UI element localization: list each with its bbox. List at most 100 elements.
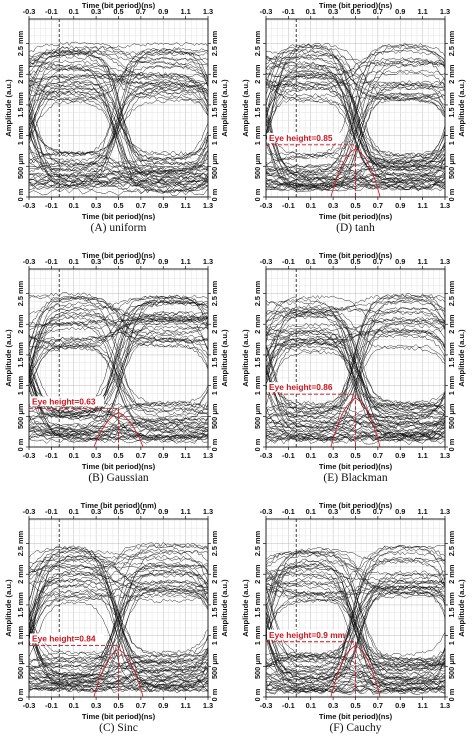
- y-tick-label: 0 m: [16, 188, 25, 201]
- eye-trace: [265, 325, 446, 408]
- y-tick-label-right: 500 μm: [210, 153, 219, 179]
- eye-trace: [265, 293, 446, 429]
- eye-trace: [28, 322, 209, 433]
- y-tick-label-right: 1.5 mm: [210, 342, 219, 368]
- x-tick-label-top: 0.9: [158, 7, 168, 16]
- eye-trace: [265, 80, 446, 169]
- eye-height-label: Eye height=0.9 mm: [269, 630, 345, 640]
- eye-trace: [28, 315, 209, 414]
- x-tick-label: -0.3: [23, 201, 36, 210]
- y-tick-label: 500 μm: [16, 403, 25, 429]
- x-tick-label: 0.9: [395, 201, 405, 210]
- eye-trace: [265, 66, 446, 169]
- eye-trace: [28, 81, 209, 157]
- x-tick-label: 0.5: [350, 201, 360, 210]
- y-tick-label-right: 2 mm: [447, 64, 456, 84]
- eye-trace: [265, 53, 446, 79]
- eye-height-annotation: Eye height=0.84: [29, 633, 144, 698]
- y-axis-title: Amplitude (a.u.): [241, 79, 250, 137]
- eye-trace: [28, 299, 209, 420]
- eye-trace: [28, 295, 209, 364]
- x-tick-label: 1.1: [417, 701, 427, 710]
- x-tick-label-top: 0.9: [395, 7, 405, 16]
- y-tick-label: 2.5 mm: [253, 530, 262, 556]
- eye-trace: [265, 580, 446, 663]
- eye-trace: [28, 49, 209, 170]
- eye-diagram: -0.3 -0.3 -0.1 -0.1 0.1 0.1 0.3 0.3 0.5 0.5 0.7 0.7…: [4, 1, 229, 221]
- eye-trace: [28, 621, 209, 668]
- x-axis-title-top: Time (bit period)(ns): [319, 251, 393, 260]
- eye-trace: [265, 43, 446, 89]
- x-tick-label: 0.1: [69, 201, 79, 210]
- eye-trace: [28, 161, 209, 178]
- eye-trace: [28, 614, 209, 661]
- y-axis-title: Amplitude (a.u.): [241, 579, 250, 637]
- eye-trace: [265, 72, 446, 190]
- x-tick-label: 1.1: [180, 451, 190, 460]
- eye-trace: [265, 310, 446, 409]
- x-tick-label: -0.3: [260, 201, 273, 210]
- eye-trace: [265, 78, 446, 118]
- eye-trace: [28, 547, 209, 620]
- x-tick-label-top: 0.3: [91, 507, 101, 516]
- eye-trace: [265, 424, 446, 435]
- eye-trace: [265, 56, 446, 172]
- x-tick-label-top: 0.7: [373, 7, 383, 16]
- y-axis-title: Amplitude (a.u.): [4, 79, 13, 137]
- x-tick-label-top: 0.3: [328, 257, 338, 266]
- x-tick-label-top: -0.3: [23, 257, 36, 266]
- eye-trace: [265, 565, 446, 666]
- x-tick-label: 0.1: [306, 451, 316, 460]
- eye-trace: [265, 547, 446, 633]
- x-tick-label-top: 0.1: [306, 507, 316, 516]
- x-tick-label: 1.3: [203, 451, 213, 460]
- x-tick-label: -0.1: [282, 201, 295, 210]
- y-axis-title: Amplitude (a.u.): [4, 579, 13, 637]
- eye-trace: [28, 295, 209, 329]
- x-tick-label-top: 0.5: [350, 257, 360, 266]
- eye-trace: [265, 558, 446, 619]
- eye-trace: [265, 551, 446, 600]
- x-tick-label-top: 1.3: [203, 257, 213, 266]
- y-tick-label: 1 mm: [16, 376, 25, 396]
- x-tick-label-top: 0.7: [136, 7, 146, 16]
- eye-height-label-bg: [30, 396, 104, 407]
- eye-trace: [265, 579, 446, 693]
- x-tick-label: 0.1: [69, 451, 79, 460]
- x-axis-title-bottom: Time (bit period)(ns): [319, 212, 393, 221]
- eye-opening-outline: [93, 411, 144, 448]
- x-tick-label-top: 0.5: [350, 7, 360, 16]
- x-tick-label-top: 0.7: [136, 507, 146, 516]
- eye-height-label-bg: [30, 633, 104, 644]
- x-axis-title-bottom: Time (bit period)(ns): [319, 712, 393, 721]
- x-tick-label: -0.1: [282, 701, 295, 710]
- eye-trace: [28, 564, 209, 639]
- eye-diagram: -0.3 -0.3 -0.1 -0.1 0.1 0.1 0.3 0.3 0.5 0.5 0.7 0.7…: [241, 501, 466, 721]
- x-tick-label: 0.1: [69, 701, 79, 710]
- x-tick-label-top: -0.1: [282, 507, 295, 516]
- eye-diagram: -0.3 -0.3 -0.1 -0.1 0.1 0.1 0.3 0.3 0.5 0.5 0.7 0.7…: [241, 1, 466, 221]
- y-tick-label-right: 0 m: [210, 188, 219, 201]
- eye-trace: [28, 379, 209, 422]
- eye-trace: [28, 607, 209, 690]
- baseline-trace: [28, 174, 209, 182]
- eye-trace: [265, 327, 446, 362]
- y-tick-label: 2 mm: [253, 64, 262, 84]
- x-axis-title-top: Time (bit period)(ns): [82, 251, 156, 260]
- y-tick-label: 1.5 mm: [16, 342, 25, 368]
- x-tick-label: 0.9: [395, 701, 405, 710]
- x-tick-label-top: 1.3: [440, 7, 450, 16]
- eye-trace: [28, 295, 209, 405]
- eye-trace: [28, 162, 209, 173]
- x-axis-title-bottom: Time (bit period)(ns): [82, 212, 156, 221]
- y-tick-label-right: 1.5 mm: [447, 342, 456, 368]
- baseline-trace: [28, 171, 209, 179]
- x-tick-label: 0.5: [113, 701, 123, 710]
- x-tick-label: 0.3: [328, 201, 338, 210]
- eye-trace: [28, 341, 209, 426]
- y-tick-label: 1 mm: [253, 376, 262, 396]
- x-tick-label-top: 0.3: [91, 257, 101, 266]
- x-tick-label: 0.7: [136, 451, 146, 460]
- y-tick-label-right: 500 μm: [210, 653, 219, 679]
- y-axis-title-right: Amplitude (a.u.): [457, 329, 466, 387]
